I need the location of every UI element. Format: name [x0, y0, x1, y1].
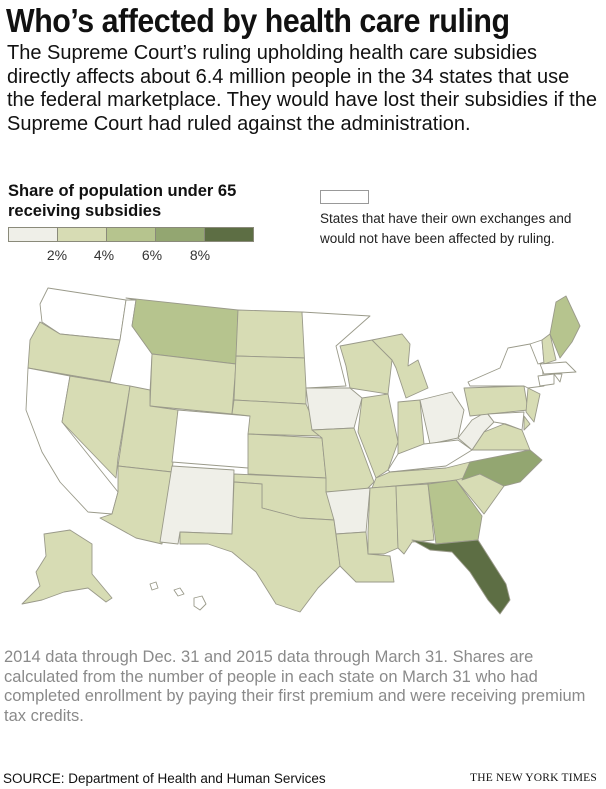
legend-swatch-5: [204, 227, 254, 242]
state-north-dakota: [235, 309, 307, 359]
legend-tick-6: 6%: [141, 247, 163, 263]
state-massachusetts: [539, 361, 577, 375]
state-kansas: [247, 433, 327, 479]
intro-text: The Supreme Court’s ruling upholding hea…: [7, 42, 597, 135]
state-hawaii: [149, 581, 207, 611]
state-maryland: [487, 411, 525, 431]
state-maine: [549, 295, 581, 359]
legend-tick-2: 2%: [46, 247, 68, 263]
state-nevada: [61, 375, 131, 479]
state-pennsylvania: [463, 385, 529, 417]
state-alaska: [21, 529, 113, 605]
state-mississippi: [367, 485, 399, 555]
state-wyoming: [149, 353, 237, 415]
state-ohio: [419, 391, 465, 445]
state-north-carolina: [461, 449, 543, 487]
legend-swatch-4: [155, 227, 205, 242]
state-delaware: [523, 415, 531, 431]
own-exchange-label: States that have their own exchanges and…: [320, 211, 572, 246]
own-exchange-swatch: [320, 190, 369, 204]
state-south-dakota: [233, 355, 307, 405]
state-texas: [179, 481, 341, 613]
state-georgia: [427, 479, 483, 545]
legend-tick-4: 4%: [93, 247, 115, 263]
state-new-hampshire: [541, 333, 557, 365]
legend-swatches: [8, 227, 254, 242]
legend-swatch-1: [8, 227, 58, 242]
methodology-note: 2014 data through Dec. 31 and 2015 data …: [4, 648, 586, 725]
state-florida: [411, 539, 511, 615]
source-line: SOURCE: Department of Health and Human S…: [3, 771, 326, 786]
legend-swatch-2: [57, 227, 107, 242]
legend-swatch-3: [106, 227, 156, 242]
state-louisiana: [335, 531, 395, 583]
credit-line: THE NEW YORK TIMES: [469, 772, 597, 784]
legend-title: Share of population under 65 receiving s…: [8, 182, 237, 220]
state-connecticut: [537, 373, 555, 387]
legend-tick-8: 8%: [189, 247, 211, 263]
state-iowa: [305, 387, 363, 431]
state-minnesota: [301, 311, 371, 389]
state-michigan: [371, 333, 429, 399]
state-rhode-island: [553, 373, 563, 383]
headline: Who’s affected by health care ruling: [6, 2, 510, 39]
us-map: [21, 287, 581, 615]
state-colorado: [171, 409, 251, 469]
state-new-jersey: [525, 387, 541, 423]
